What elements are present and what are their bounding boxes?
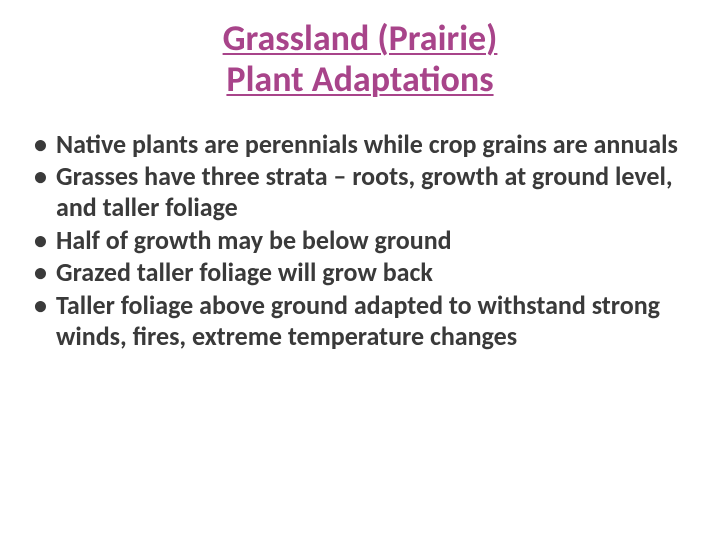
list-item: Half of growth may be below ground bbox=[28, 225, 692, 256]
list-item: Taller foliage above ground adapted to w… bbox=[28, 290, 692, 351]
title-line-2: Plant Adaptations bbox=[226, 57, 493, 101]
list-item: Grazed taller foliage will grow back bbox=[28, 257, 692, 288]
list-item: Native plants are perennials while crop … bbox=[28, 129, 692, 160]
slide-title: Grassland (Prairie) Plant Adaptations bbox=[28, 18, 692, 101]
bullet-list: Native plants are perennials while crop … bbox=[28, 129, 692, 352]
slide-container: Grassland (Prairie) Plant Adaptations Na… bbox=[0, 0, 720, 540]
list-item: Grasses have three strata – roots, growt… bbox=[28, 161, 692, 222]
title-line-1: Grassland (Prairie) bbox=[223, 16, 498, 60]
